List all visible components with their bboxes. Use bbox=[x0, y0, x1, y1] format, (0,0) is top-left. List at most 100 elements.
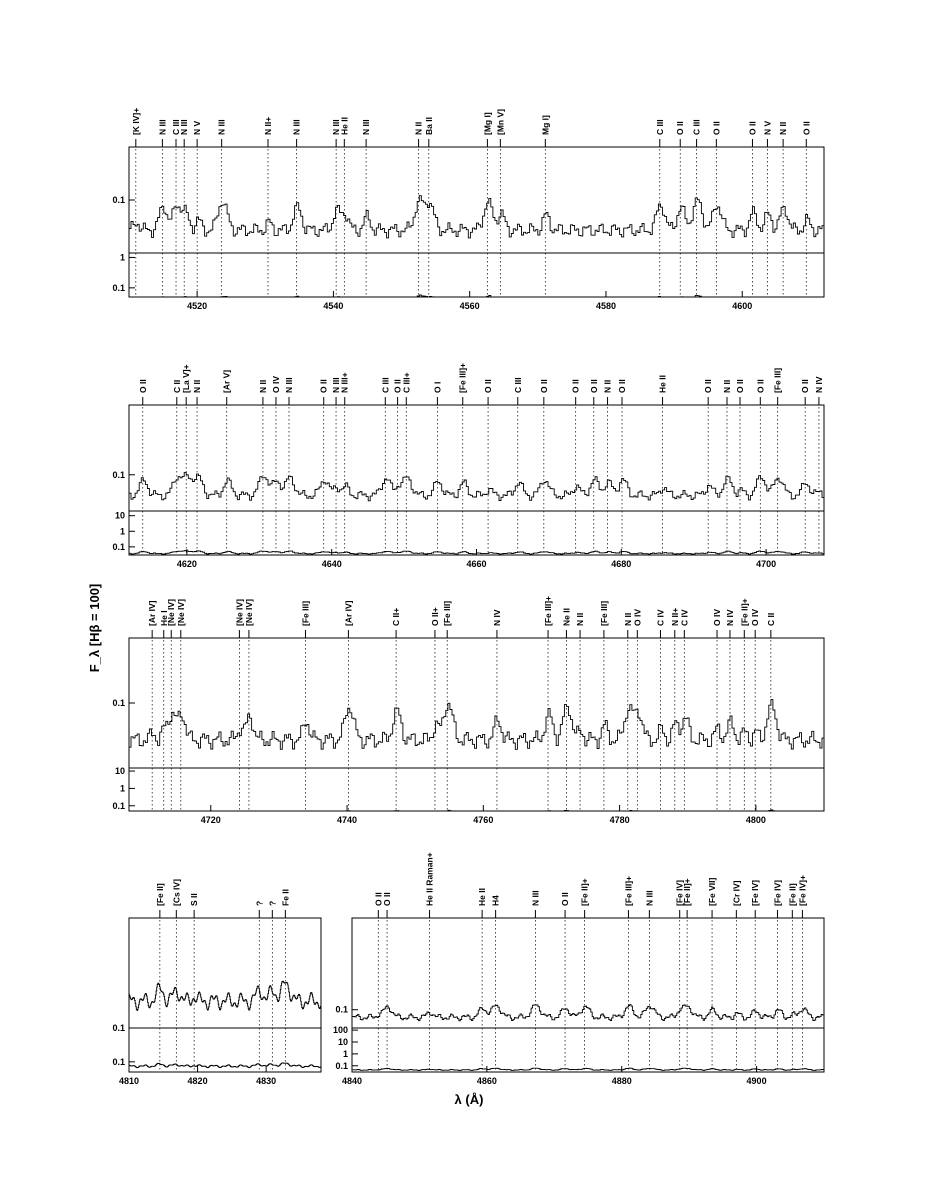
x-tick-label: 4820 bbox=[188, 1076, 208, 1086]
line-label: [K IV]+ bbox=[131, 108, 141, 135]
y-tick-label: 100 bbox=[333, 1025, 348, 1035]
line-label: N II bbox=[623, 613, 633, 626]
line-label: C III bbox=[513, 377, 523, 393]
line-label: N II bbox=[603, 380, 613, 393]
line-label: N III bbox=[217, 119, 227, 135]
line-label: [Fe II]+ bbox=[682, 878, 692, 906]
line-label: [Fe II]+ bbox=[739, 598, 749, 626]
upper-pane-frame bbox=[351, 917, 825, 1029]
y-tick-label: 1 bbox=[120, 252, 125, 262]
x-axis-label: λ (Å) bbox=[455, 1092, 484, 1107]
line-label: He II Raman+ bbox=[425, 852, 435, 906]
line-label: O II bbox=[735, 379, 745, 393]
line-label: [Fe IV] bbox=[772, 880, 782, 906]
line-label: N III bbox=[530, 890, 540, 906]
line-label: [Fe II] bbox=[787, 883, 797, 906]
line-label: N III bbox=[644, 890, 654, 906]
line-label: [Ar IV] bbox=[343, 600, 353, 626]
line-label: H4 bbox=[491, 895, 501, 906]
x-tick-label: 4700 bbox=[756, 559, 776, 569]
line-label: Mg I] bbox=[540, 115, 550, 135]
line-label: N II bbox=[192, 380, 202, 393]
spectrum-trace-upper bbox=[129, 980, 322, 1011]
x-tick-label: 4520 bbox=[187, 301, 207, 311]
line-label: N II bbox=[258, 380, 268, 393]
line-label: [Fe IV] bbox=[675, 880, 685, 906]
y-tick-label: 1 bbox=[120, 783, 125, 793]
line-label: N IV bbox=[814, 376, 824, 393]
spectrum-trace-lower bbox=[129, 550, 825, 555]
line-label: [Fe III]+ bbox=[458, 363, 468, 393]
line-label: N III bbox=[331, 377, 341, 393]
line-label: N III bbox=[292, 119, 302, 135]
y-tick-label: 10 bbox=[338, 1037, 348, 1047]
lower-pane-frame bbox=[351, 1027, 825, 1073]
line-label: [Fe VII] bbox=[707, 877, 717, 906]
line-label: N V bbox=[762, 121, 772, 136]
x-tick-label: 4760 bbox=[473, 815, 493, 825]
panel-5: O IIO II He II Raman+ He II H4 N III O II [Fe … bbox=[333, 852, 825, 1086]
line-label: [Cs IV] bbox=[171, 879, 181, 906]
panel-2: O II C II [La V]+ N II [Ar V] N II O IV N III O … bbox=[112, 363, 825, 569]
line-label: [Fe III]+ bbox=[623, 876, 633, 906]
line-label: N III bbox=[331, 119, 341, 135]
line-label: O II bbox=[373, 892, 383, 906]
spectrum-trace-upper bbox=[352, 1004, 825, 1022]
line-label: C III bbox=[380, 377, 390, 393]
line-label: [Fe III] bbox=[599, 601, 609, 626]
x-tick-label: 4840 bbox=[342, 1076, 362, 1086]
spectrum-trace-upper bbox=[129, 699, 825, 750]
y-tick-label: 0.1 bbox=[112, 195, 125, 205]
x-tick-label: 4540 bbox=[323, 301, 343, 311]
line-label: C III bbox=[692, 119, 702, 135]
line-label: N II bbox=[722, 380, 732, 393]
panel-3: [Ar IV] He I[Ne IV] [Ne IV] [Ne IV] [Ne IV][… bbox=[112, 596, 825, 825]
line-label: [Ne IV] bbox=[176, 599, 186, 626]
line-label: [Cr IV] bbox=[731, 880, 741, 906]
line-label: [La V]+ bbox=[181, 364, 191, 393]
line-label: O IV bbox=[712, 609, 722, 626]
spectrum-trace-upper bbox=[129, 472, 825, 502]
y-tick-label: 0.1 bbox=[335, 1061, 348, 1071]
line-label: O II bbox=[801, 121, 811, 135]
line-label: N III bbox=[179, 119, 189, 135]
line-label: C II bbox=[766, 613, 776, 626]
line-label: O II bbox=[617, 379, 627, 393]
line-label: C IV bbox=[679, 609, 689, 626]
line-label: Ne II bbox=[561, 608, 571, 626]
line-label: O II bbox=[755, 379, 765, 393]
line-label: O II bbox=[800, 379, 810, 393]
spectrum-trace-upper bbox=[129, 195, 825, 239]
x-tick-label: 4600 bbox=[732, 301, 752, 311]
lower-pane-frame bbox=[128, 510, 825, 556]
line-label: N V bbox=[192, 121, 202, 136]
y-tick-label: 1 bbox=[120, 526, 125, 536]
x-tick-label: 4830 bbox=[256, 1076, 276, 1086]
line-label: O IV bbox=[750, 609, 760, 626]
x-tick-label: 4620 bbox=[177, 559, 197, 569]
line-label: N II+ bbox=[670, 608, 680, 626]
line-label: O II bbox=[319, 379, 329, 393]
line-label: S II bbox=[189, 893, 199, 906]
x-tick-label: 4810 bbox=[119, 1076, 139, 1086]
line-label: [Fe II] bbox=[155, 883, 165, 906]
line-label: O II bbox=[675, 121, 685, 135]
line-label: O II bbox=[393, 379, 403, 393]
line-label: [Ne IV] bbox=[234, 599, 244, 626]
spectrum-trace-lower bbox=[352, 1067, 825, 1071]
x-tick-label: 4900 bbox=[747, 1076, 767, 1086]
line-label: [Fe IV] bbox=[750, 880, 760, 906]
line-label: [Fe III] bbox=[300, 601, 310, 626]
line-label: He II bbox=[658, 375, 668, 393]
line-label: C III bbox=[171, 119, 181, 135]
line-label: C III bbox=[655, 119, 665, 135]
line-label: O II bbox=[483, 379, 493, 393]
line-label: N III+ bbox=[340, 372, 350, 393]
line-label: O II bbox=[703, 379, 713, 393]
y-tick-label: 0.1 bbox=[112, 801, 125, 811]
line-label: N III bbox=[361, 119, 371, 135]
x-tick-label: 4720 bbox=[201, 815, 221, 825]
line-label: O II bbox=[747, 121, 757, 135]
